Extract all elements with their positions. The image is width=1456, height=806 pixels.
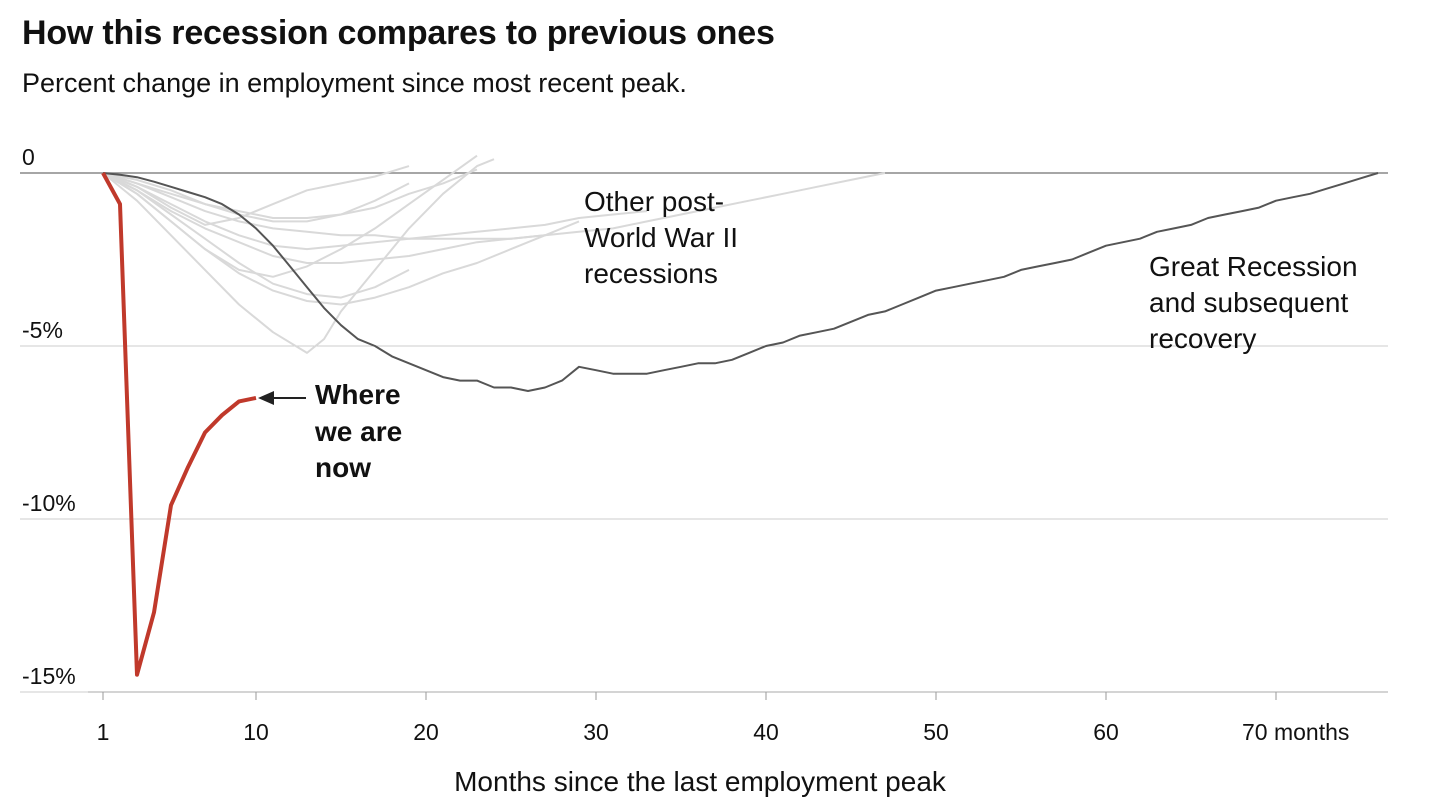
other-recession-line [102, 172, 886, 240]
y-tick-label: -5% [22, 317, 63, 343]
current-recession-line [101, 172, 257, 677]
current-label-line-1: Where [315, 379, 401, 410]
x-axis-label: Months since the last employment peak [454, 766, 947, 797]
chart-subtitle: Percent change in employment since most … [22, 68, 687, 98]
other-recession-line [102, 172, 410, 299]
great-recession-label-line-1: Great Recession [1149, 251, 1358, 282]
y-tick-label: 0 [22, 144, 35, 170]
annotations: Other post- World War II recessions Grea… [258, 186, 1358, 483]
x-tick-label: 30 [583, 719, 609, 745]
x-tick-label: 40 [753, 719, 779, 745]
others-label-line-3: recessions [584, 258, 718, 289]
x-tick-label: 60 [1093, 719, 1119, 745]
main-series-lines [101, 172, 1379, 677]
great-recession-label-line-2: and subsequent [1149, 287, 1349, 318]
arrow-icon [258, 391, 306, 405]
others-label-line-1: Other post- [584, 186, 724, 217]
other-recession-line [102, 172, 410, 223]
chart-title: How this recession compares to previous … [22, 14, 775, 52]
other-recession-line [102, 172, 580, 306]
current-label-line-2: we are [314, 416, 402, 447]
other-recession-line [102, 172, 648, 251]
y-tick-label: -15% [22, 663, 76, 689]
other-recession-line [102, 165, 410, 226]
others-label-line-2: World War II [584, 222, 738, 253]
x-tick-label: 50 [923, 719, 949, 745]
other-recessions-lines [102, 154, 886, 354]
other-recession-line [102, 172, 546, 264]
x-tick-label: 1 [97, 719, 110, 745]
gridlines [20, 172, 1388, 693]
other-recession-line [102, 158, 495, 354]
x-tick-label: 10 [243, 719, 269, 745]
x-tick-label: 20 [413, 719, 439, 745]
x-tick-label: 70 months [1242, 719, 1349, 745]
y-axis: 0 -5% -10% -15% [22, 144, 76, 689]
x-axis: 1 10 20 30 40 50 60 70 months [97, 692, 1349, 745]
current-label-line-3: now [315, 452, 371, 483]
great-recession-label-line-3: recovery [1149, 323, 1256, 354]
y-tick-label: -10% [22, 490, 76, 516]
other-recession-line [102, 168, 478, 219]
great-recession-line [102, 172, 1379, 392]
